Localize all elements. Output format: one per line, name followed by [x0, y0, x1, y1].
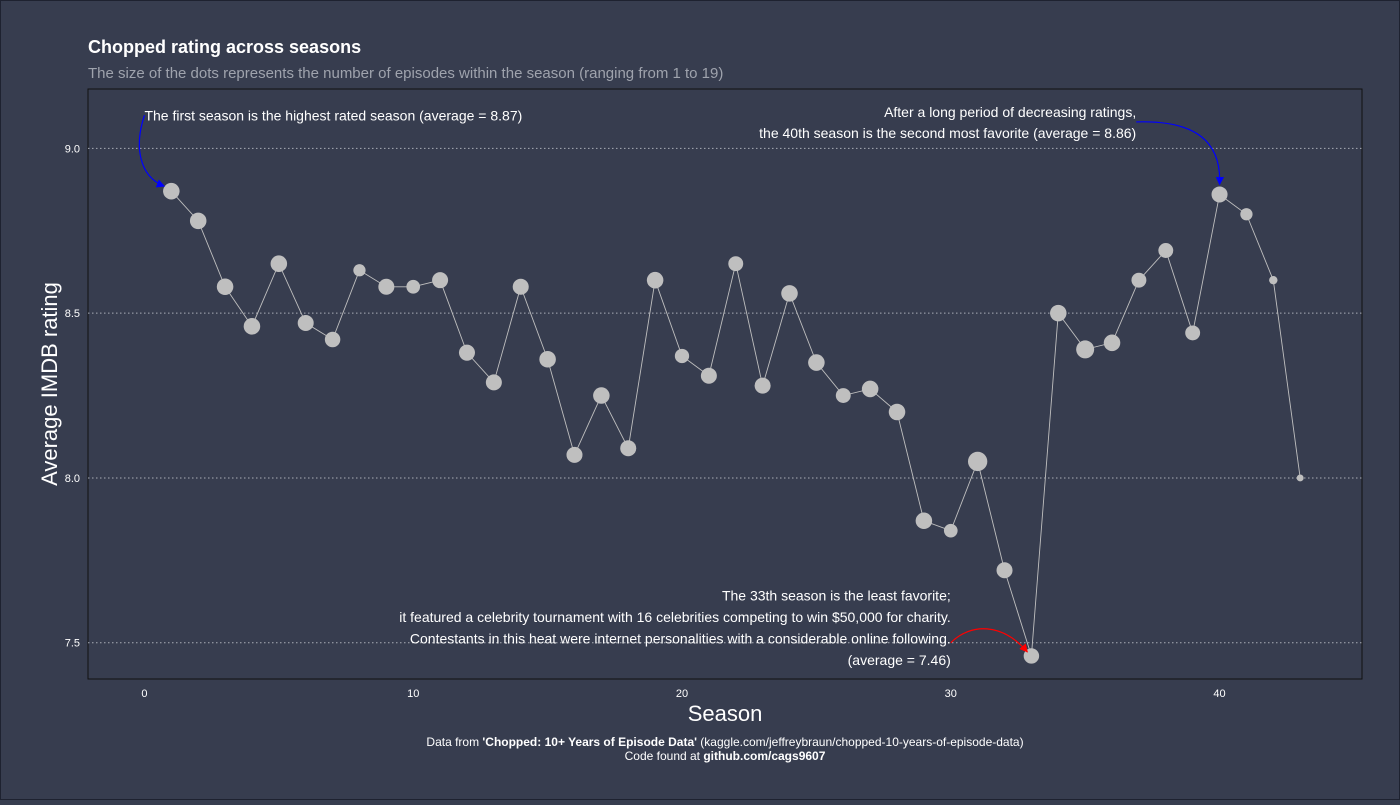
data-point: [243, 318, 261, 335]
data-point: [967, 451, 988, 472]
data-point: [754, 377, 771, 394]
data-point: [216, 278, 234, 296]
caption-dataset-name: 'Chopped: 10+ Years of Episode Data': [482, 735, 697, 749]
data-point: [996, 562, 1013, 579]
data-point: [943, 523, 958, 538]
annotations-layer: The first season is the highest rated se…: [138, 104, 1225, 668]
data-point: [1076, 340, 1095, 359]
data-point: [808, 354, 825, 371]
data-point: [728, 256, 744, 272]
annotation-40th-season-line: the 40th season is the second most favor…: [759, 125, 1136, 141]
data-point: [406, 279, 421, 294]
caption-line-1: Data from 'Chopped: 10+ Years of Episode…: [426, 735, 1023, 749]
x-axis-title: Season: [688, 701, 763, 726]
plot-panel: [87, 88, 1363, 680]
caption-source-url: (kaggle.com/jeffreybraun/chopped-10-year…: [697, 735, 1024, 749]
x-tick-label: 40: [1213, 688, 1225, 700]
annotation-arrow-40th: [1136, 121, 1225, 186]
y-axis-ticks: 7.5 8.0 8.5 9.0: [65, 143, 80, 649]
data-point: [1158, 243, 1174, 258]
x-axis-ticks: 0 10 20 30 40: [141, 688, 1225, 700]
data-point: [163, 182, 180, 200]
data-point: [297, 315, 314, 332]
data-point: [1240, 208, 1253, 221]
caption-line-2: Code found at github.com/cags9607: [625, 749, 826, 763]
annotation-33rd-season-line: (average = 7.46): [848, 652, 951, 668]
y-tick-label: 8.5: [65, 308, 80, 320]
data-point: [458, 344, 475, 361]
gridlines: [88, 147, 1362, 644]
x-tick-label: 0: [141, 688, 147, 700]
annotation-33rd-season-line: Contestants in this heat were internet p…: [410, 631, 951, 647]
data-point: [915, 512, 933, 530]
data-point: [353, 264, 366, 277]
data-point: [432, 272, 449, 289]
caption-code-prefix: Code found at: [625, 749, 704, 763]
data-point: [700, 367, 717, 384]
data-point: [861, 380, 879, 398]
y-tick-label: 8.0: [65, 473, 80, 485]
data-point: [512, 278, 529, 295]
data-point: [593, 387, 610, 404]
data-point: [674, 348, 690, 364]
data-point: [646, 271, 664, 289]
chart-subtitle: The size of the dots represents the numb…: [88, 65, 723, 82]
data-point: [324, 331, 341, 348]
annotation-33rd-season-line: it featured a celebrity tournament with …: [399, 609, 950, 625]
y-axis-title: Average IMDB rating: [37, 282, 62, 486]
data-point: [620, 440, 637, 457]
data-point: [1211, 186, 1228, 203]
x-tick-label: 20: [676, 688, 688, 700]
y-tick-label: 9.0: [65, 143, 80, 155]
annotation-arrow-33rd: [950, 628, 1028, 653]
data-point: [539, 351, 556, 368]
chart-title: Chopped rating across seasons: [88, 37, 361, 57]
data-point: [1185, 325, 1201, 341]
annotation-first-season: The first season is the highest rated se…: [144, 107, 522, 123]
data-point: [781, 285, 798, 302]
data-point: [1131, 272, 1147, 288]
data-point: [378, 278, 395, 295]
data-point: [485, 374, 502, 391]
annotation-33rd-season-line: The 33th season is the least favorite;: [722, 588, 951, 604]
data-point: [189, 212, 207, 230]
data-point: [1269, 275, 1278, 285]
data-point: [835, 388, 851, 403]
data-point: [888, 403, 906, 421]
x-tick-label: 10: [407, 688, 419, 700]
data-point: [270, 255, 288, 272]
points-layer: [163, 182, 1304, 664]
data-point: [1103, 334, 1121, 352]
x-tick-label: 30: [945, 688, 957, 700]
annotation-arrow-first: [138, 115, 166, 188]
caption-code-link: github.com/cags9607: [703, 749, 825, 763]
data-point: [566, 446, 583, 463]
annotation-40th-season-line: After a long period of decreasing rating…: [884, 104, 1136, 120]
caption-prefix: Data from: [426, 735, 482, 749]
data-point: [1296, 474, 1304, 482]
data-point: [1050, 304, 1067, 322]
y-tick-label: 7.5: [65, 638, 80, 650]
